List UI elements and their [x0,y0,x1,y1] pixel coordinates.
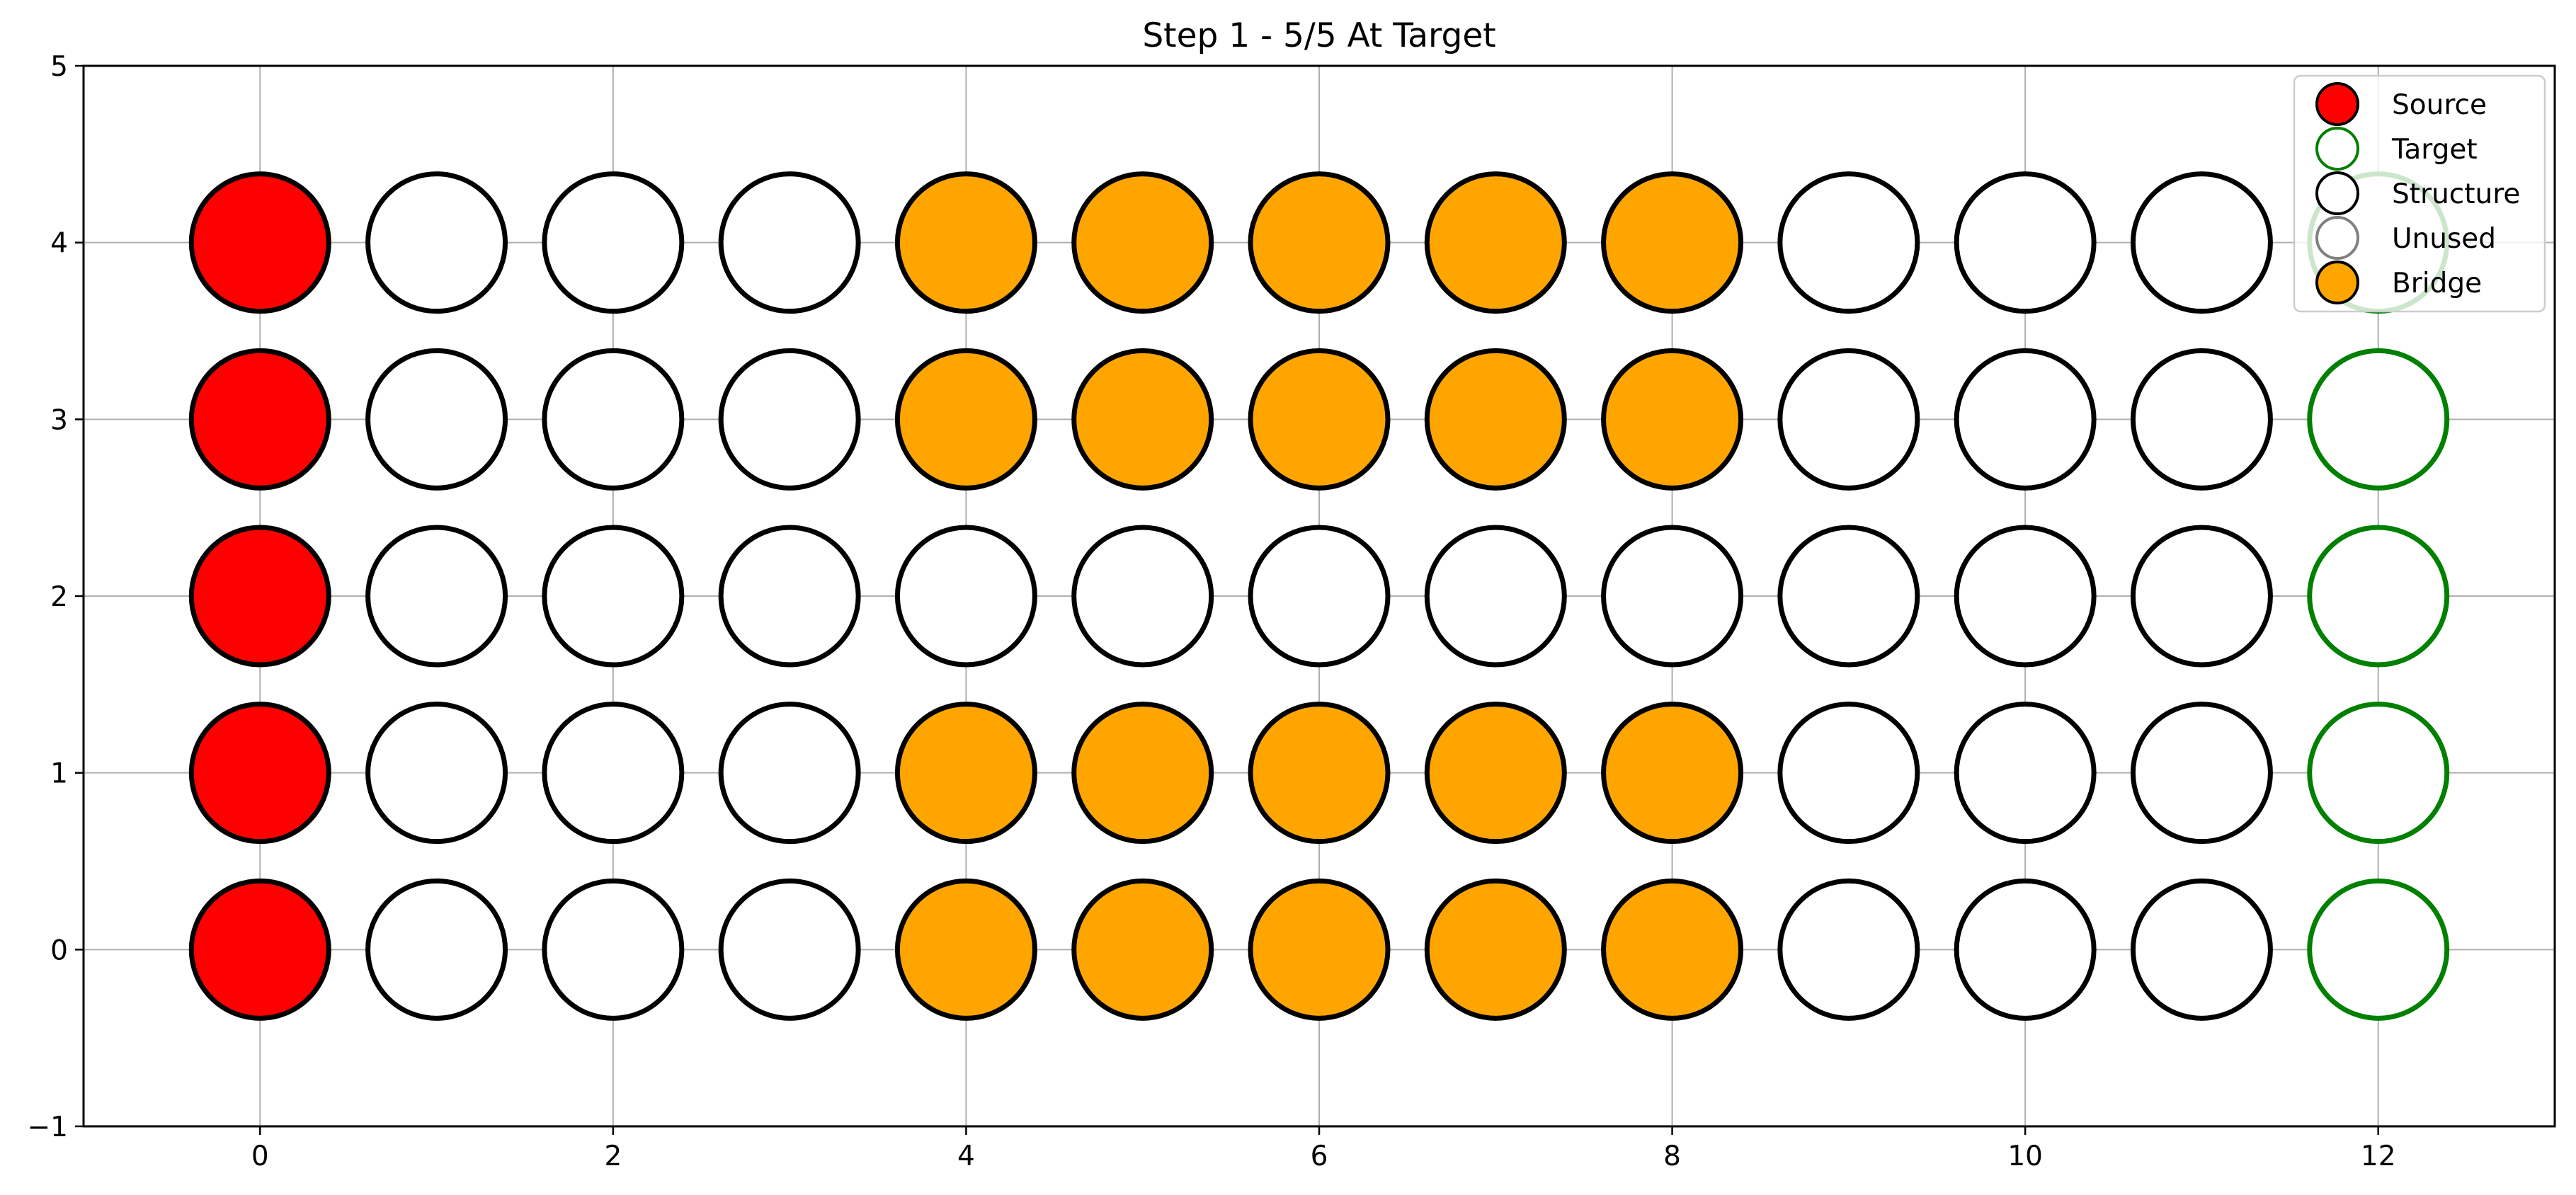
marker-structure [1777,348,1920,491]
marker-structure [1777,702,1920,845]
marker-target [2307,348,2450,491]
marker-structure [2130,171,2273,314]
y-tick-label: −1 [28,1111,69,1143]
marker-structure [542,702,685,845]
y-tick-label: 2 [50,581,68,613]
marker-bridge [1071,348,1214,491]
marker-structure [718,702,861,845]
marker-structure [1954,878,2097,1021]
x-tick-label: 10 [2007,1140,2043,1172]
legend-frame [2293,74,2546,313]
marker-bridge [1601,348,1744,491]
legend: Source Target Structure Unused Bridge [2293,74,2546,313]
data-markers [188,171,2450,1021]
x-tick-label: 6 [1311,1140,1328,1172]
marker-structure [542,171,685,314]
marker-bridge [1601,878,1744,1021]
x-tick-label: 12 [2361,1140,2396,1172]
marker-bridge [1424,348,1567,491]
marker-structure [1954,525,2097,668]
legend-marker-unused [2315,216,2359,260]
marker-structure [1777,525,1920,668]
marker-source [188,878,331,1021]
marker-structure [2130,702,2273,845]
y-tick-label: 4 [50,228,68,260]
marker-bridge [894,878,1037,1021]
marker-source [188,348,331,491]
marker-structure [894,525,1037,668]
marker-bridge [1071,878,1214,1021]
legend-items: Source Target Structure Unused Bridge [2315,82,2520,304]
marker-bridge [1248,878,1391,1021]
y-tick-label: 5 [50,51,68,83]
marker-structure [1071,525,1214,668]
legend-marker-bridge [2315,261,2359,304]
legend-label-structure: Structure [2392,178,2520,210]
marker-structure [542,348,685,491]
marker-structure [718,171,861,314]
marker-target [2307,878,2450,1021]
marker-bridge [1424,702,1567,845]
marker-structure [718,348,861,491]
legend-label-bridge: Bridge [2392,268,2482,299]
legend-label-target: Target [2391,134,2478,166]
marker-bridge [1601,171,1744,314]
marker-bridge [894,702,1037,845]
marker-bridge [1071,702,1214,845]
marker-target [2307,702,2450,845]
y-tick-label: 3 [50,404,68,436]
legend-marker-structure [2315,171,2359,215]
marker-structure [2130,348,2273,491]
marker-bridge [1601,702,1744,845]
marker-bridge [1248,171,1391,314]
marker-structure [718,525,861,668]
marker-bridge [1424,878,1567,1021]
y-tick-label: 0 [50,934,68,966]
marker-bridge [894,348,1037,491]
legend-marker-source [2315,82,2359,126]
chart-title: Step 1 - 5/5 At Target [1142,16,1495,55]
marker-structure [1777,171,1920,314]
marker-structure [2130,878,2273,1021]
x-tick-label: 4 [957,1140,975,1172]
marker-structure [1424,525,1567,668]
marker-structure [365,171,508,314]
legend-label-unused: Unused [2392,223,2496,255]
marker-structure [365,878,508,1021]
marker-structure [1954,702,2097,845]
marker-structure [1954,348,2097,491]
marker-structure [718,878,861,1021]
marker-bridge [1424,171,1567,314]
marker-bridge [1071,171,1214,314]
marker-structure [1954,171,2097,314]
x-tick-label: 0 [251,1140,269,1172]
marker-source [188,171,331,314]
marker-structure [1601,525,1744,668]
y-tick-label: 1 [50,758,68,790]
marker-bridge [894,171,1037,314]
marker-source [188,702,331,845]
marker-structure [365,348,508,491]
marker-structure [365,702,508,845]
marker-bridge [1248,348,1391,491]
x-tick-label: 8 [1663,1140,1681,1172]
marker-structure [2130,525,2273,668]
marker-structure [1777,878,1920,1021]
marker-structure [542,878,685,1021]
marker-target [2307,525,2450,668]
marker-bridge [1248,702,1391,845]
marker-structure [542,525,685,668]
legend-label-source: Source [2392,89,2487,121]
marker-structure [1248,525,1391,668]
x-tick-label: 2 [604,1140,622,1172]
marker-structure [365,525,508,668]
marker-source [188,525,331,668]
legend-marker-target [2315,127,2359,171]
